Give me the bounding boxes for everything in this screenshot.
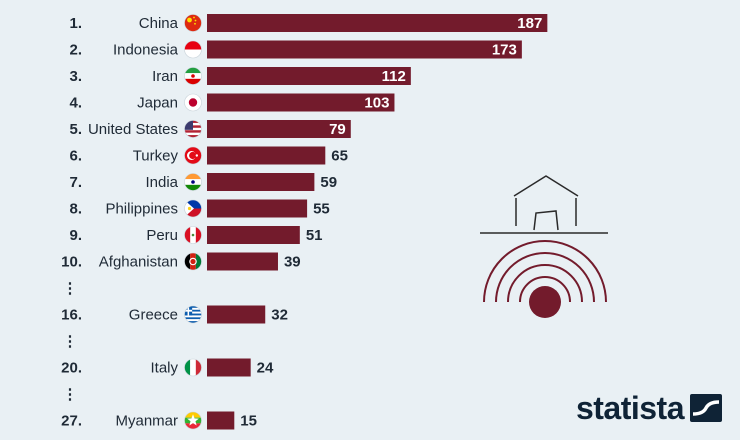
greece-flag-icon	[184, 305, 202, 324]
bar	[207, 199, 308, 218]
value-label: 112	[382, 68, 406, 85]
rank-label: 9.	[69, 227, 82, 244]
bar	[207, 93, 395, 112]
country-label: Myanmar	[115, 413, 178, 430]
country-label: Philippines	[105, 201, 178, 218]
value-label: 24	[257, 360, 274, 377]
bar	[207, 146, 326, 165]
rank-label: 8.	[69, 201, 82, 218]
value-label: 15	[240, 413, 257, 430]
bar	[207, 252, 278, 271]
country-label: Peru	[146, 227, 178, 244]
indonesia-flag-icon	[184, 40, 202, 59]
value-label: 51	[306, 227, 323, 244]
ellipsis-marker: ⋮	[63, 333, 78, 350]
bar	[207, 226, 300, 244]
country-label: Indonesia	[113, 42, 179, 59]
country-label: Greece	[129, 307, 178, 324]
chart-rows: 1. China 187 2. Indonesia 173 3. Iran 112 4. Japan…	[61, 14, 548, 430]
bar	[207, 305, 266, 324]
brand-name: statista	[575, 390, 685, 426]
rank-label: 16.	[61, 307, 82, 324]
value-label: 103	[364, 95, 389, 112]
bar	[207, 173, 315, 191]
value-label: 55	[313, 201, 330, 218]
value-label: 39	[284, 254, 301, 271]
rank-label: 3.	[69, 68, 82, 85]
rank-label: 7.	[69, 174, 82, 191]
rank-label: 5.	[69, 121, 82, 138]
value-label: 65	[331, 148, 348, 165]
italy-flag-icon	[184, 358, 202, 377]
bar	[207, 120, 351, 138]
value-label: 32	[271, 307, 288, 324]
bar	[207, 411, 235, 430]
rank-label: 27.	[61, 413, 82, 430]
statista-branding: statista	[576, 392, 722, 424]
japan-flag-icon	[184, 93, 202, 112]
myanmar-flag-icon	[184, 411, 202, 430]
value-label: 59	[320, 174, 337, 191]
bar	[207, 67, 411, 85]
rank-label: 1.	[69, 15, 82, 32]
rank-label: 4.	[69, 95, 82, 112]
country-label: Afghanistan	[99, 254, 178, 271]
bar	[207, 40, 522, 59]
country-label: Iran	[152, 68, 178, 85]
bar	[207, 358, 251, 377]
value-label: 173	[492, 42, 517, 59]
rank-label: 10.	[61, 254, 82, 271]
usa-flag-icon	[184, 120, 202, 138]
ellipsis-marker: ⋮	[63, 386, 78, 403]
rank-label: 20.	[61, 360, 82, 377]
peru-flag-icon	[184, 226, 202, 244]
iran-flag-icon	[184, 67, 202, 85]
rank-label: 2.	[69, 42, 82, 59]
rank-label: 6.	[69, 148, 82, 165]
country-label: United States	[88, 121, 178, 138]
china-flag-icon	[184, 14, 202, 32]
country-label: Japan	[137, 95, 178, 112]
afghanistan-flag-icon	[184, 252, 202, 271]
earthquake-house-icon	[480, 175, 608, 318]
country-label: Italy	[150, 360, 178, 377]
india-flag-icon	[184, 173, 202, 191]
bar	[207, 14, 548, 32]
turkey-flag-icon	[184, 146, 202, 165]
country-label: Turkey	[133, 148, 179, 165]
country-label: India	[145, 174, 178, 191]
value-label: 187	[517, 15, 542, 32]
value-label: 79	[329, 121, 346, 138]
country-label: China	[139, 15, 179, 32]
philippines-flag-icon	[184, 199, 202, 218]
ellipsis-marker: ⋮	[63, 280, 78, 297]
statista-logo-icon	[690, 394, 722, 422]
